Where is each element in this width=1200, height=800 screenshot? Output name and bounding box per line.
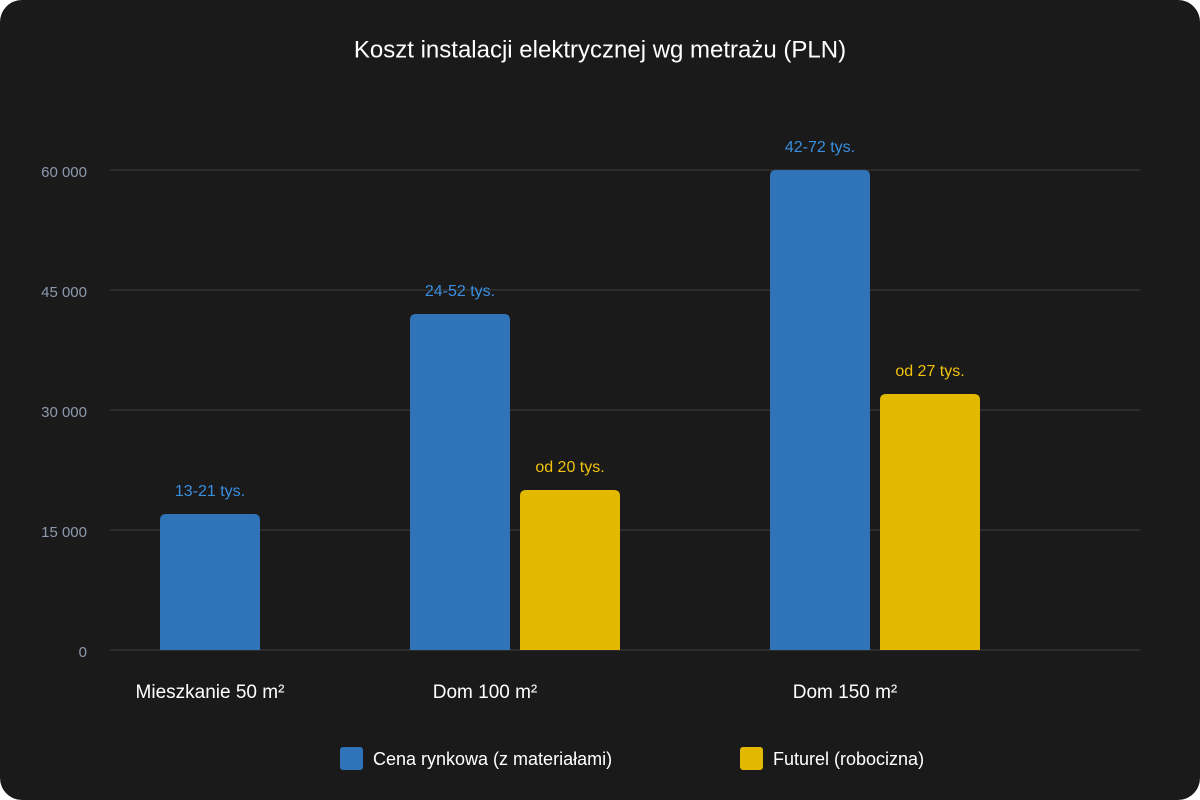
x-tick-label: Dom 100 m² bbox=[433, 682, 538, 703]
value-label: od 27 tys. bbox=[895, 363, 964, 380]
legend-swatch bbox=[740, 747, 763, 770]
legend-label: Cena rynkowa (z materiałami) bbox=[373, 749, 612, 769]
x-tick-label: Mieszkanie 50 m² bbox=[136, 682, 285, 703]
chart-title: Koszt instalacji elektrycznej wg metrażu… bbox=[354, 36, 846, 63]
bar bbox=[160, 514, 260, 650]
y-tick-label: 60 000 bbox=[41, 164, 87, 181]
y-tick-label: 45 000 bbox=[41, 284, 87, 301]
value-label: 42-72 tys. bbox=[785, 139, 855, 156]
value-label: 24-52 tys. bbox=[425, 283, 495, 300]
x-tick-label: Dom 150 m² bbox=[793, 682, 898, 703]
y-tick-label: 15 000 bbox=[41, 524, 87, 541]
bar bbox=[770, 170, 870, 650]
value-label: od 20 tys. bbox=[535, 459, 604, 476]
y-tick-label: 30 000 bbox=[41, 404, 87, 421]
bar bbox=[520, 490, 620, 650]
bar bbox=[410, 314, 510, 650]
legend-label: Futurel (robocizna) bbox=[773, 749, 924, 769]
legend-swatch bbox=[340, 747, 363, 770]
value-label: 13-21 tys. bbox=[175, 483, 245, 500]
bar bbox=[880, 394, 980, 650]
y-tick-label: 0 bbox=[79, 644, 87, 661]
